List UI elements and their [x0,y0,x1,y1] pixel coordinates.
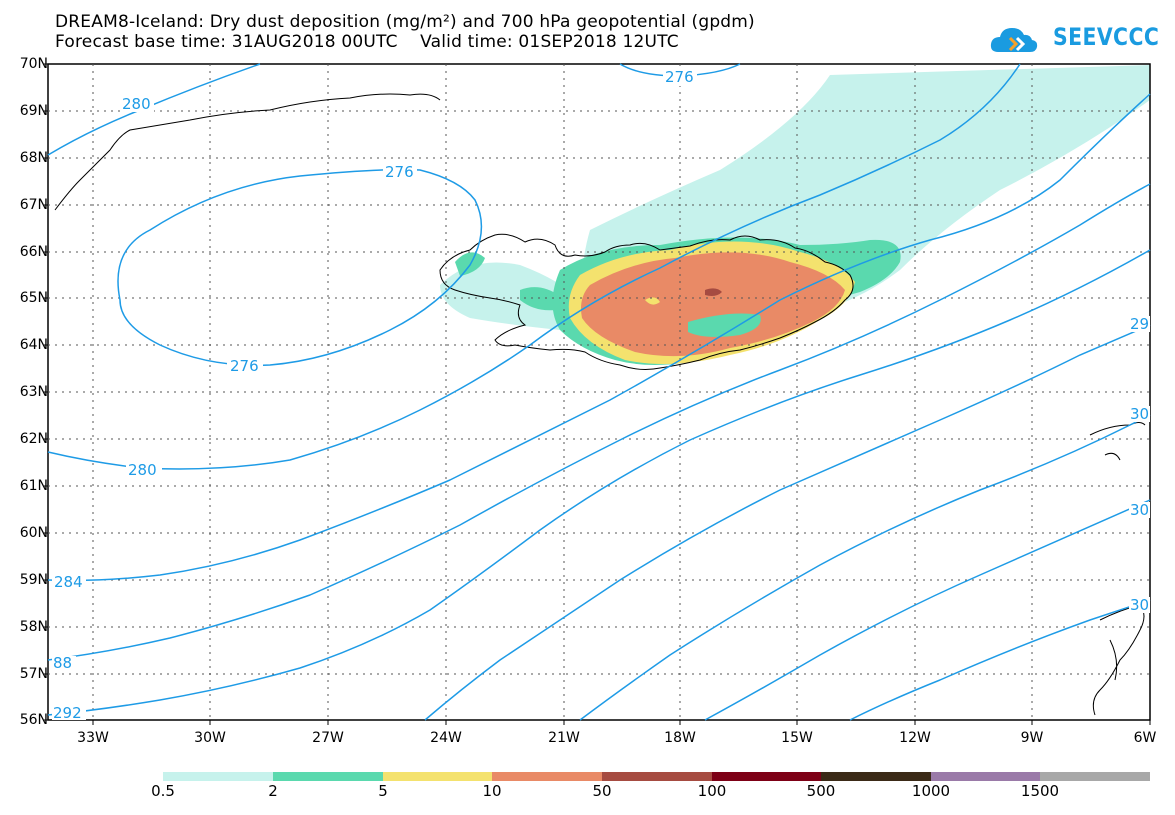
colorbar-swatch [492,772,602,781]
lon-label: 27W [312,730,344,746]
lon-label: 21W [548,730,580,746]
lon-label: 9W [1020,730,1044,746]
lat-label: 60N [19,525,48,541]
legend-label: 100 [697,782,727,800]
lat-label: 68N [19,150,48,166]
contour-label: 276 [665,68,694,86]
cloud-logo-icon [990,28,1038,52]
lat-label: 63N [19,384,48,400]
contour-284 [47,93,1151,582]
contour-label: 30 [1130,596,1149,614]
dust-hole-2 [645,297,660,305]
lon-label: 24W [430,730,462,746]
legend-label: 1500 [1020,782,1060,800]
contour-292 [47,249,1151,716]
dust-level-10 [581,252,845,357]
contour-label: 276 [385,163,414,181]
contour-label: 284 [54,573,83,591]
lon-label: 6W [1133,730,1157,746]
colorbar-swatch [273,772,383,781]
contour-label: 280 [122,95,151,113]
coastlines [54,93,1146,716]
lat-label: 67N [19,197,48,213]
contour-300a [579,414,1151,721]
dust-level-2-w [520,287,560,311]
legend-label: 0.5 [151,782,175,800]
colorbar-swatch [931,772,1040,781]
lat-label: 61N [19,478,48,494]
colorbar-swatch [821,772,931,781]
legend-label: 5 [378,782,388,800]
contour-288 [47,183,1151,661]
dust-level-50 [705,288,722,296]
lat-label: 66N [19,244,48,260]
contour-280-mid [47,63,1021,470]
contour-label: 292 [53,704,82,722]
dust-level-0.5-west [440,262,580,330]
map-title: DREAM8-Iceland: Dry dust deposition (mg/… [55,12,755,32]
lat-label: 59N [19,572,48,588]
dust-hole-1 [688,313,761,337]
dust-shading [440,65,1150,365]
colorbar-swatch [163,772,273,781]
colorbar-swatch [712,772,821,781]
legend-label: 500 [806,782,836,800]
lon-label: 15W [781,730,813,746]
faroe-coastline [1089,422,1146,461]
colorbar [163,772,1150,781]
lon-label: 30W [194,730,226,746]
lat-label: 58N [19,619,48,635]
scotland-coastline [1092,604,1145,716]
geopotential-contours [47,63,1151,721]
lon-label: 12W [899,730,931,746]
contour-label: 29 [1130,315,1149,333]
legend-label: 1000 [911,782,951,800]
contour-296 [424,324,1151,721]
contour-304 [849,599,1151,721]
contour-label: 30 [1130,405,1149,423]
lat-label: 70N [19,56,48,72]
colorbar-swatch [383,772,492,781]
map-subtitle: Forecast base time: 31AUG2018 00UTC Vali… [55,32,679,52]
lat-label: 57N [19,666,48,682]
lat-label: 65N [19,290,48,306]
contour-276-loop [117,168,483,367]
graticule [48,64,1150,720]
contour-label: 280 [128,461,157,479]
iceland-coastline [439,233,854,370]
legend-label: 50 [592,782,612,800]
contour-label: 30 [1130,501,1149,519]
contour-300b [704,499,1151,721]
lat-label: 62N [19,431,48,447]
legend-label: 2 [268,782,278,800]
lat-label: 56N [19,712,48,728]
lat-label: 64N [19,337,48,353]
axis-ticks [44,63,1151,725]
legend-label: 10 [482,782,502,800]
contour-label-group: 280 276 276 276 280 284 88 292 29 30 30 … [52,68,1150,722]
logo-text: SEEVCCC [1053,23,1160,51]
colorbar-swatch [602,772,712,781]
lat-label: 69N [19,103,48,119]
colorbar-swatch [1040,772,1150,781]
greenland-coastline [54,93,441,211]
contour-label: 276 [230,357,259,375]
contour-label: 88 [53,654,72,672]
lon-label: 33W [77,730,109,746]
lon-label: 18W [664,730,696,746]
